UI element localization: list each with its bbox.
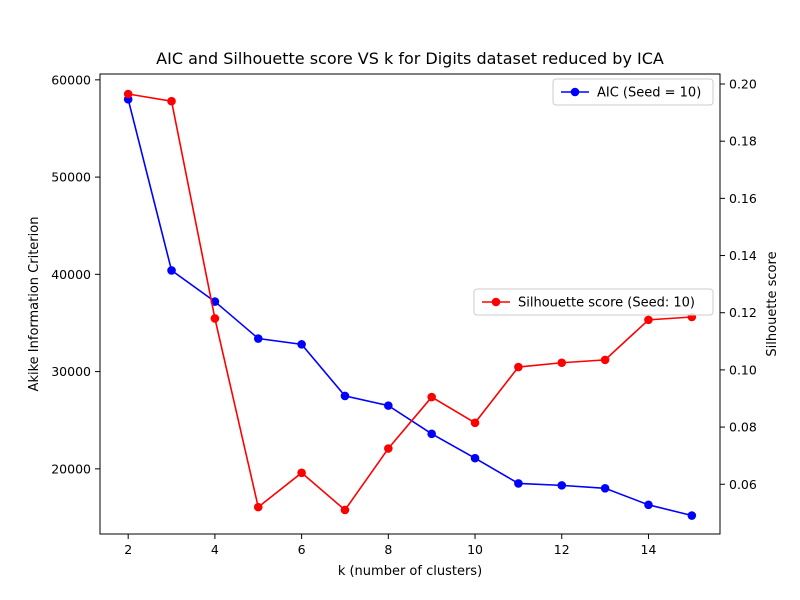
data-point-s2-13 (644, 315, 653, 325)
data-point-s2-10 (514, 362, 523, 372)
right-y-tick-label: 0.18 (729, 134, 757, 149)
right-y-tick-label: 0.16 (729, 191, 757, 206)
data-point-s2-12 (600, 355, 610, 365)
data-point-s1-11 (557, 481, 567, 490)
data-point-s2-9 (470, 418, 480, 428)
legend-1: AIC (Seed = 10) (552, 78, 714, 106)
data-point-s1-6 (340, 391, 350, 401)
data-point-s1-9 (470, 453, 480, 463)
plot-area: 2 4 6 8 10 12 14 20000 30000 40000 50000 60000 0.06 0… (51, 72, 757, 557)
data-point-s2-6 (340, 505, 350, 515)
chart-title: AIC and Silhouette score VS k for Digits… (156, 49, 664, 68)
data-point-s1-14 (687, 511, 697, 520)
data-point-s1-8 (427, 429, 436, 439)
right-y-tick-label: 0.20 (729, 77, 757, 92)
legend-marker (491, 297, 501, 307)
x-axis-label: k (number of clusters) (338, 564, 482, 579)
plot-frame (99, 73, 721, 535)
left-y-axis-label: Akike Information Criterion (27, 217, 42, 392)
left-y-tick-label: 30000 (51, 364, 91, 379)
data-point-s2-5 (297, 468, 306, 478)
data-point-s2-7 (384, 444, 393, 453)
legend-2: Silhouette score (Seed: 10) (473, 288, 714, 316)
data-point-s2-3 (210, 314, 220, 323)
right-y-axis-label: Silhouette score (765, 251, 780, 356)
right-y-tick-label: 0.12 (729, 305, 757, 320)
legend-box (473, 288, 714, 316)
right-y-tick-label: 0.14 (729, 248, 757, 263)
legend-marker (570, 87, 580, 97)
data-point-s1-13 (644, 500, 653, 510)
data-point-s1-5 (297, 340, 306, 349)
right-y-tick-label: 0.10 (729, 362, 757, 377)
legend-box (552, 78, 714, 106)
data-point-s1-2 (167, 266, 176, 275)
data-point-s1-12 (600, 483, 610, 493)
series-line-2 (128, 93, 692, 512)
series-line-1 (127, 99, 693, 517)
x-tick-label: 6 (298, 542, 306, 557)
data-point-s2-8 (427, 392, 436, 402)
data-point-s2-4 (253, 502, 263, 512)
left-y-tick-label: 50000 (51, 170, 91, 185)
data-point-s2-2 (167, 96, 176, 106)
left-y-tick-label: 20000 (51, 461, 91, 476)
right-y-tick-label: 0.08 (729, 420, 757, 435)
legend-label: AIC (Seed = 10) (597, 86, 701, 101)
x-tick-label: 10 (467, 542, 483, 557)
right-y-tick-label: 0.06 (729, 477, 757, 492)
data-point-s2-1 (123, 89, 133, 99)
legend-label: Silhouette score (Seed: 10) (518, 296, 695, 311)
x-tick-label: 4 (211, 542, 219, 557)
data-point-s2-11 (557, 358, 567, 368)
x-tick-label: 8 (384, 542, 392, 557)
left-y-tick-label: 40000 (51, 267, 91, 282)
data-point-s1-4 (253, 334, 263, 343)
left-y-tick-label: 60000 (51, 72, 91, 87)
x-tick-label: 2 (124, 542, 132, 557)
x-tick-label: 12 (554, 542, 570, 557)
data-point-s1-10 (514, 479, 523, 488)
data-point-s1-7 (384, 401, 393, 410)
x-tick-label: 14 (641, 542, 657, 557)
